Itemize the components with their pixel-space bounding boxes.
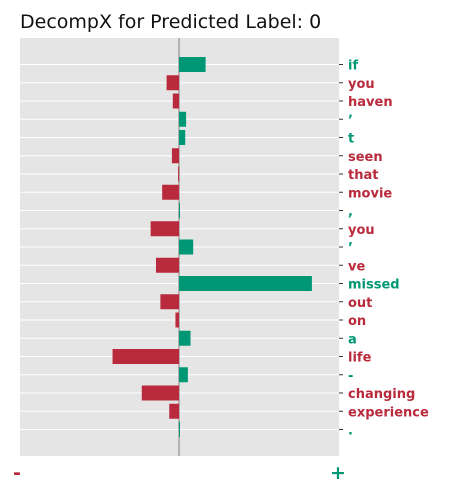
y-tick-label-8: , (348, 205, 353, 220)
y-tick-label-13: out (348, 296, 372, 311)
bar-12 (179, 276, 312, 291)
y-tick-label-16: life (348, 351, 372, 366)
bar-8 (179, 203, 180, 218)
y-tick-label-3: ’ (348, 113, 353, 128)
bar-6 (178, 166, 180, 182)
bar-17 (179, 367, 188, 383)
negative-axis-label: - (13, 462, 21, 484)
bar-16 (112, 349, 179, 364)
bar-9 (150, 221, 179, 237)
bar-20 (179, 422, 180, 437)
y-tick-label-17: - (348, 369, 353, 384)
positive-axis-label: + (330, 462, 346, 484)
y-tick-label-5: seen (348, 150, 383, 165)
y-tick-label-20: . (348, 424, 353, 439)
y-tick-label-1: you (348, 77, 375, 92)
y-tick-label-2: haven (348, 95, 393, 110)
y-tick-labels: if you haven ’ t seen that movie, you ’ ve missed ou… (339, 59, 429, 439)
bar-7 (162, 184, 179, 200)
bar-10 (179, 239, 194, 255)
y-tick-label-10: ’ (348, 241, 353, 256)
bar-13 (160, 294, 179, 310)
chart-title: DecompX for Predicted Label: 0 (20, 11, 322, 33)
y-tick-label-6: that (348, 168, 378, 183)
bars (112, 57, 312, 437)
bar-3 (179, 111, 187, 127)
bar-1 (166, 75, 179, 91)
y-tick-label-14: on (348, 314, 366, 329)
bar-0 (179, 57, 206, 72)
y-tick-label-15: a (348, 332, 357, 347)
bar-5 (171, 148, 179, 164)
y-tick-label-18: changing (348, 387, 415, 402)
y-tick-label-9: you (348, 223, 375, 238)
bar-15 (179, 330, 191, 346)
bar-19 (169, 403, 179, 419)
y-tick-label-0: if (348, 59, 358, 74)
y-tick-label-19: experience (348, 405, 429, 420)
bar-11 (155, 257, 179, 273)
bar-2 (172, 93, 179, 109)
bar-4 (179, 130, 186, 145)
y-tick-label-12: missed (348, 278, 400, 293)
y-tick-label-11: ve (348, 259, 365, 274)
y-tick-label-4: t (348, 132, 354, 147)
bar-14 (175, 312, 179, 328)
bar-18 (141, 385, 179, 401)
y-tick-label-7: movie (348, 186, 392, 201)
